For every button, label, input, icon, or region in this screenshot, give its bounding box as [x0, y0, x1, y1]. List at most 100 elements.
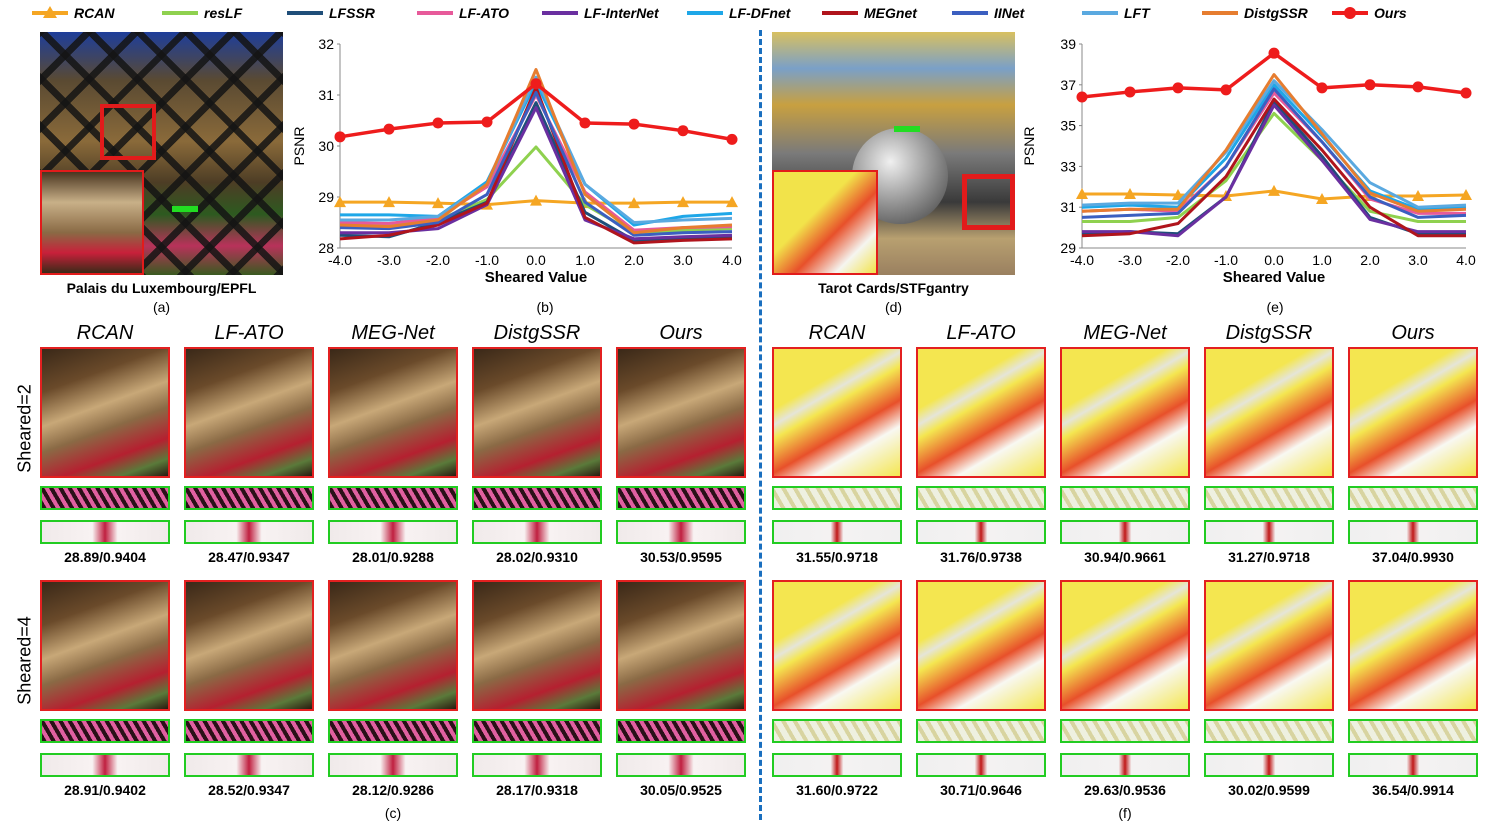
error-strip	[1060, 520, 1190, 544]
panel-divider	[759, 30, 762, 820]
green-marker	[172, 206, 198, 212]
data-point-rcan	[383, 196, 395, 208]
x-tick-label: 2.0	[1360, 252, 1380, 268]
crop-image	[772, 347, 902, 478]
x-tick-label: -2.0	[426, 252, 450, 268]
y-tick-label: 31	[1060, 199, 1076, 215]
zoom-inset	[40, 170, 144, 275]
legend-label: RCAN	[74, 5, 115, 21]
legend-label: LF-InterNet	[584, 5, 659, 21]
error-strip	[328, 520, 458, 544]
psnr-ssim-value: 28.91/0.9402	[64, 782, 146, 798]
crop-image	[40, 347, 170, 478]
y-tick-label: 32	[318, 36, 334, 52]
error-strip	[472, 520, 602, 544]
legend-swatch	[1202, 11, 1238, 15]
caption-c-tag: (c)	[384, 805, 402, 821]
legend-label: resLF	[204, 5, 243, 21]
data-point-ours	[432, 117, 444, 129]
x-tick-label: -3.0	[1118, 252, 1142, 268]
crop-image	[328, 347, 458, 478]
legend-swatch	[162, 11, 198, 15]
caption-f-tag: (f)	[1118, 805, 1132, 821]
chart-e: 29 31 33 35 37 39 -4.0 -3.0 -2.0 -1.0 0.0 1.0 2.0 3.0…	[1021, 36, 1476, 286]
psnr-ssim-value: 29.63/0.9536	[1084, 782, 1166, 798]
legend-item-lfssr: LFSSR	[285, 2, 375, 24]
method-header-meg-net: MEG-Net	[1083, 322, 1167, 344]
error-strip	[916, 520, 1046, 544]
data-point-ours	[481, 116, 493, 128]
data-point-rcan	[334, 196, 346, 208]
y-tick-label: 29	[1060, 240, 1076, 256]
legend-item-lf-ato: LF-ATO	[415, 2, 509, 24]
method-header-distgssr: DistgSSR	[1225, 322, 1313, 344]
caption-d-tag: (d)	[884, 299, 903, 315]
method-header-meg-net: MEG-Net	[351, 322, 435, 344]
series-line-distgssr	[339, 68, 733, 235]
caption-e-tag: (e)	[1266, 299, 1284, 315]
data-point-ours	[1124, 86, 1136, 98]
legend-label: LFT	[1124, 5, 1150, 21]
x-tick-label: 0.0	[1264, 252, 1284, 268]
data-point-ours	[1268, 47, 1280, 59]
psnr-ssim-value: 30.05/0.9525	[640, 782, 722, 798]
crop-image	[616, 580, 746, 711]
caption-b-tag: (b)	[536, 299, 554, 315]
legend-swatch	[417, 11, 453, 15]
legend-item-rcan: RCAN	[30, 2, 114, 24]
series-line-iinet	[339, 90, 733, 237]
zoom-inset	[772, 170, 878, 275]
psnr-ssim-value: 28.01/0.9288	[352, 549, 434, 565]
crop-image	[616, 347, 746, 478]
x-axis-label: Sheared Value	[1223, 269, 1326, 286]
data-point-ours	[1364, 79, 1376, 91]
epi-strip	[184, 719, 314, 743]
y-tick-label: 28	[318, 240, 334, 256]
error-strip	[1204, 753, 1334, 777]
method-header-ours: Ours	[659, 322, 703, 344]
photo-tarot	[772, 32, 1015, 275]
series-line-lf-ato	[339, 93, 733, 232]
data-point-rcan	[1412, 189, 1424, 201]
x-tick-label: 1.0	[1312, 252, 1332, 268]
epi-strip	[1204, 486, 1334, 510]
error-strip	[616, 753, 746, 777]
data-point-ours	[1460, 87, 1472, 99]
crop-image	[772, 580, 902, 711]
method-header-distgssr: DistgSSR	[493, 322, 581, 344]
error-strip	[184, 520, 314, 544]
crop-image	[1060, 347, 1190, 478]
legend-label: LF-ATO	[459, 5, 510, 21]
zoom-box	[100, 104, 156, 160]
legend-item-ours: Ours	[1330, 2, 1407, 24]
y-tick-label: 39	[1060, 36, 1076, 52]
psnr-ssim-value: 30.94/0.9661	[1084, 549, 1166, 565]
epi-strip	[1060, 486, 1190, 510]
crop-image	[1060, 580, 1190, 711]
data-point-ours	[1076, 91, 1088, 103]
epi-strip	[328, 719, 458, 743]
y-tick-label: 30	[318, 138, 334, 154]
crop-image	[184, 580, 314, 711]
epi-strip	[328, 486, 458, 510]
x-tick-label: -4.0	[328, 252, 352, 268]
series-line-lft	[1081, 79, 1467, 209]
data-point-ours	[726, 133, 738, 145]
series-line-iinet	[1081, 87, 1467, 219]
legend-swatch	[287, 11, 323, 15]
epi-strip	[616, 719, 746, 743]
psnr-ssim-value: 31.27/0.9718	[1228, 549, 1310, 565]
legend-swatch	[1332, 7, 1368, 19]
error-strip	[1348, 753, 1478, 777]
epi-strip	[40, 486, 170, 510]
y-axis-label: PSNR	[291, 127, 307, 166]
epi-strip	[772, 486, 902, 510]
epi-strip	[40, 719, 170, 743]
x-tick-label: 3.0	[1408, 252, 1428, 268]
legend-item-lf-dfnet: LF-DFnet	[685, 2, 790, 24]
data-point-rcan	[1316, 193, 1328, 205]
series-line-distgssr	[1081, 73, 1467, 213]
psnr-ssim-value: 30.71/0.9646	[940, 782, 1022, 798]
data-point-rcan	[1076, 187, 1088, 199]
x-tick-label: 3.0	[673, 252, 693, 268]
